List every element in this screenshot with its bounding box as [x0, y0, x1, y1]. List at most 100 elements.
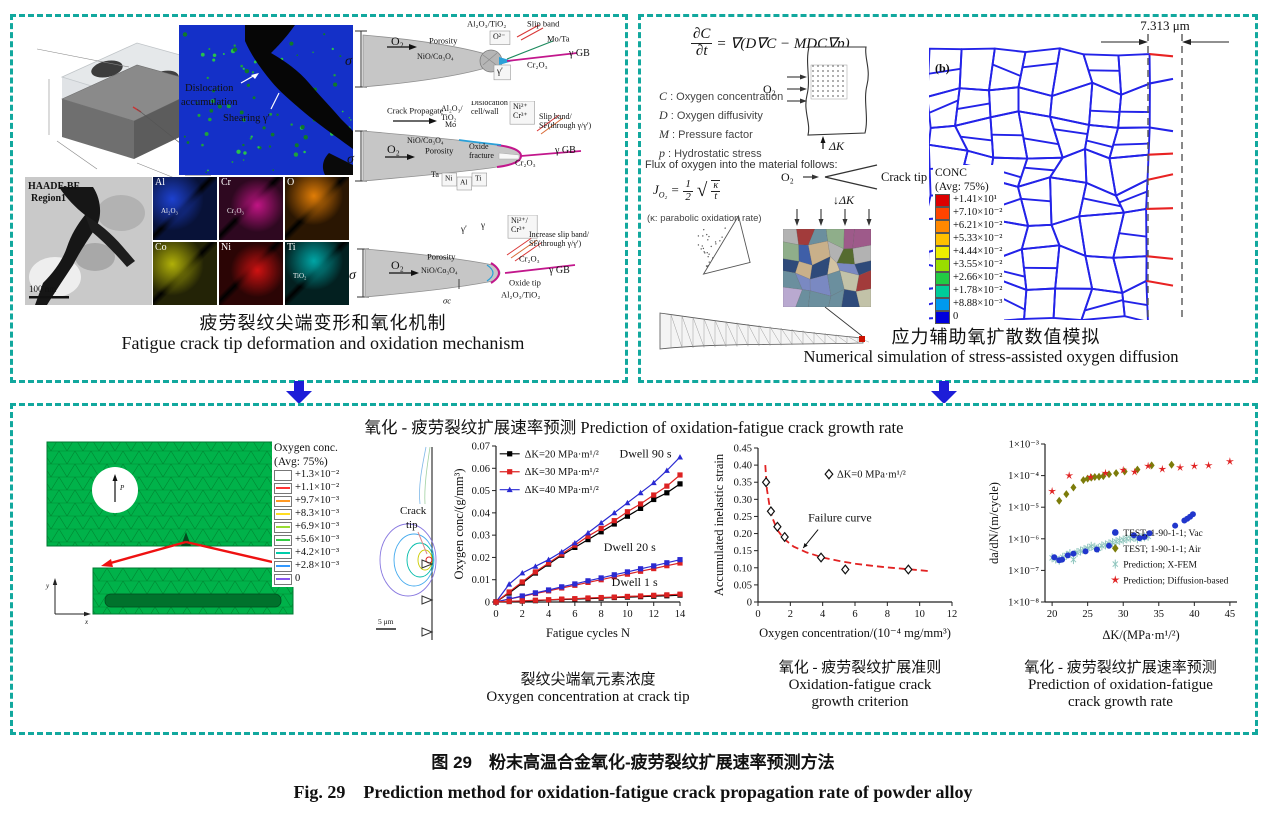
- legend-swatch: [274, 548, 292, 560]
- conc-legend: CONC (Avg: 75%) +1.41×10¹ +7.10×10⁻² +6.21…: [933, 165, 1005, 326]
- legend-value: +5.6×10⁻³: [295, 534, 340, 546]
- flux-note: (κ: parabolic oxidation rate): [647, 213, 762, 224]
- svg-text:1×10⁻³: 1×10⁻³: [1009, 440, 1039, 451]
- svg-text:ΔK=40 MPa·m¹/²: ΔK=40 MPa·m¹/²: [525, 485, 599, 496]
- schematic-label: Ni²⁺ Cr³⁺: [513, 102, 528, 120]
- svg-text:0.05: 0.05: [734, 580, 752, 591]
- fem-model: P y x: [45, 441, 298, 626]
- svg-text:12: 12: [947, 609, 958, 620]
- chart2-legend: ΔK=0 MPa·m¹/²: [824, 468, 906, 481]
- schematic-label: O²⁻: [493, 32, 505, 41]
- specimen-3d-schematic: [37, 42, 217, 180]
- schematic-label: Increase slip band/SF(through γ/γ′): [529, 230, 590, 248]
- haadf-scalebar: [29, 296, 69, 299]
- series-test-vac: [1051, 511, 1196, 564]
- annotation: Dwell 90 s: [620, 447, 672, 461]
- fem-legend-row: +6.9×10⁻³: [274, 521, 339, 534]
- crack-growth-rate-chart: 20 25 30 35 40 45 1×10⁻³ 1×10⁻⁴ 1×10⁻⁵ 1×10⁻⁶ 1×10…: [985, 436, 1245, 644]
- svg-text:TEST; 1-90-1-1; Vac: TEST; 1-90-1-1; Vac: [1123, 529, 1203, 539]
- subcaption-2-zh: 氧化 - 疲劳裂纹扩展准则: [778, 660, 942, 676]
- chart1-ylabel: Oxygen conc/(g/mm³): [452, 468, 466, 579]
- svg-text:20: 20: [1047, 609, 1058, 620]
- o2-label: O₂: [763, 82, 776, 96]
- flux-j-sub: O₂: [658, 190, 668, 200]
- chart3-svg: 20 25 30 35 40 45 1×10⁻³ 1×10⁻⁴ 1×10⁻⁵ 1×10⁻⁶ 1×10…: [987, 440, 1237, 642]
- svg-text:0.05: 0.05: [472, 486, 490, 497]
- legend-swatch: [935, 311, 950, 325]
- svg-text:0: 0: [755, 609, 760, 620]
- svg-text:14: 14: [675, 609, 686, 620]
- schematic-1-labels: σ O₂ Porosity NiO/Co₃O₄ O²⁻ Al₂O₃/TiO₂ Slip ba…: [345, 21, 590, 81]
- schematic-label: σ: [349, 268, 357, 283]
- svg-text:0.35: 0.35: [734, 478, 752, 489]
- figure-caption-zh: 图 29 粉末高温合金氧化-疲劳裂纹扩展速率预测方法: [431, 753, 835, 772]
- fem-legend-row: +5.6×10⁻³: [274, 534, 339, 547]
- schematic-label: σc: [443, 296, 451, 306]
- panel-b-label: (b): [935, 61, 950, 75]
- svg-text:0.07: 0.07: [472, 442, 490, 453]
- legend-swatch: [274, 470, 292, 482]
- chart2-ylabel: Accumulated inelastic strain: [712, 453, 726, 596]
- mechanism-caption-en: Fatigue crack tip deformation and oxidat…: [121, 333, 525, 353]
- element-map-label: Ti: [287, 242, 296, 253]
- svg-text:0: 0: [493, 609, 498, 620]
- schematic-label: Porosity: [429, 36, 458, 46]
- svg-text:1×10⁻⁵: 1×10⁻⁵: [1008, 503, 1039, 514]
- chart1-svg: 0 2 4 6 8 10 12 14 0 0.01 0.02 0.03 0.04 0.05 0.06 0.07…: [452, 442, 686, 641]
- legend-value: +8.3×10⁻³: [295, 508, 340, 520]
- series-test-air: [1056, 460, 1175, 505]
- svg-text:0: 0: [485, 598, 490, 609]
- fem-legend-title: Oxygen conc.: [274, 442, 338, 454]
- subcaption-3-zh: 氧化 - 疲劳裂纹扩展速率预测: [1024, 660, 1217, 676]
- svg-text:0.03: 0.03: [472, 531, 490, 542]
- element-map-Co: Co: [153, 242, 217, 305]
- oxygen-concentration-chart: 0 2 4 6 8 10 12 14 0 0.01 0.02 0.03 0.04 0.05 0.06 0.07…: [450, 440, 690, 642]
- svg-text:Prediction; Diffusion-based: Prediction; Diffusion-based: [1123, 575, 1228, 586]
- svg-text:12: 12: [648, 609, 659, 620]
- element-map-label: Co: [155, 242, 167, 253]
- svg-text:1×10⁻⁶: 1×10⁻⁶: [1008, 534, 1039, 545]
- haadf-title: HAADF-BF: [28, 181, 80, 192]
- flow-arrow-right: [931, 381, 957, 404]
- equation-numerator: ∂C: [691, 26, 713, 44]
- conc-legend-row: +1.41×10¹: [935, 194, 1002, 208]
- annotation: Failure curve: [808, 511, 872, 525]
- figure-caption-en: Fig. 29 Prediction method for oxidation-…: [293, 782, 973, 802]
- legend-swatch: [274, 509, 292, 521]
- schematic-label: Dislocation cell/wall: [471, 101, 508, 116]
- svg-text:8: 8: [599, 609, 604, 620]
- oxide-depth-dimension: 7.313 μm: [1140, 20, 1190, 33]
- fem-legend-subtitle: (Avg: 75%): [274, 456, 328, 469]
- svg-text:0: 0: [747, 598, 752, 609]
- legend-swatch: [935, 194, 950, 208]
- svg-text:ΔK=30 MPa·m¹/²: ΔK=30 MPa·m¹/²: [525, 467, 599, 478]
- delta-k-up-label: ΔK: [828, 139, 845, 151]
- chart2-xlabel: Oxygen concentration/(10⁻⁴ mg/mm³): [759, 626, 951, 640]
- schematic-label: NiO/Co₃O₄: [407, 136, 444, 145]
- equation-definitions: C : Oxygen concentration D : Oxygen diffu…: [659, 89, 839, 165]
- schematic-label: γ: [480, 220, 485, 230]
- axis-x-label: x: [84, 618, 89, 626]
- ebsd-label-shearing: Shearing γ′: [223, 113, 270, 124]
- fem-legend-row: 0: [274, 573, 339, 586]
- voronoi-grain-map: 7.313 μm (b): [929, 20, 1229, 320]
- ebsd-label-dislocation: Dislocation: [185, 83, 234, 94]
- schematic-label: O₂: [391, 34, 404, 48]
- conc-legend-row: +1.78×10⁻²: [935, 285, 1002, 299]
- legend-swatch: [935, 272, 950, 286]
- schematic-label: Ta: [431, 170, 439, 179]
- crack-tip-sketch: O₂ Crack tip: [781, 164, 927, 190]
- simulation-caption-zh: 应力辅助氧扩散数值模拟: [891, 327, 1101, 347]
- panel-mechanism: Dislocation accumulation Shearing γ′ HAA…: [10, 14, 628, 383]
- chart3-legend: TEST; 1-90-1-1; Vac TEST; 1-90-1-1; Air Pr…: [1110, 529, 1229, 586]
- element-map-label: Cr: [221, 177, 231, 188]
- subcaption-2: 氧化 - 疲劳裂纹扩展准则 Oxidation-fatigue crack gr…: [735, 656, 985, 711]
- crack-tip-contour: Crack tip 5 μm: [376, 446, 437, 640]
- load-arrows: [794, 209, 872, 226]
- series-dwell1-dK30: [493, 591, 683, 605]
- schematic-label: O₂: [391, 258, 404, 272]
- svg-text:1×10⁻⁸: 1×10⁻⁸: [1008, 598, 1039, 609]
- svg-text:0.25: 0.25: [734, 512, 752, 523]
- svg-text:0.06: 0.06: [472, 464, 490, 475]
